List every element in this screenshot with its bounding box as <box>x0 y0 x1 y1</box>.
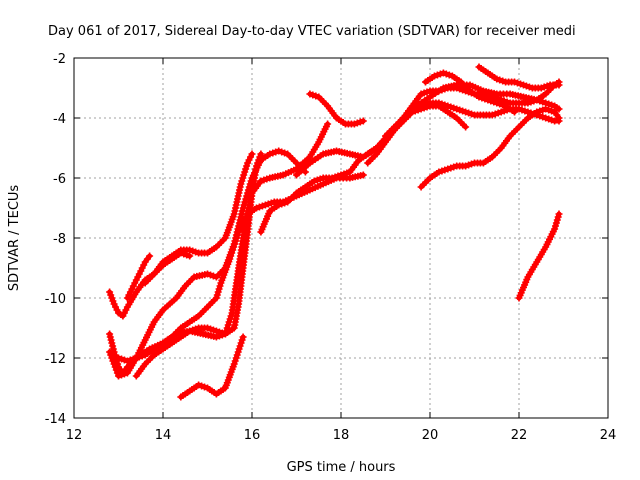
series-markers-track-9 <box>306 90 367 128</box>
series-markers-track-12 <box>417 105 563 191</box>
chart-title: Day 061 of 2017, Sidereal Day-to-day VTE… <box>48 24 576 39</box>
x-tick-label: 16 <box>244 428 261 443</box>
x-tick-label: 14 <box>155 428 172 443</box>
x-tick-label: 24 <box>600 428 617 443</box>
x-tick-label: 12 <box>66 428 83 443</box>
axis-ticks <box>73 57 609 419</box>
y-tick-label: -10 <box>45 292 66 307</box>
series-markers-track-1 <box>106 120 332 377</box>
y-tick-label: -4 <box>53 112 66 127</box>
series-markers-track-8 <box>293 81 563 179</box>
markers-group <box>106 63 563 401</box>
series-markers-track-13 <box>422 69 518 116</box>
series-markers-track-16 <box>141 249 194 287</box>
series-markers-track-6 <box>177 333 247 401</box>
y-axis-label: SDTVAR / TECUs <box>7 185 22 292</box>
series-line-track-3 <box>107 148 308 379</box>
series-markers-track-14 <box>475 63 563 92</box>
y-tick-label: -6 <box>53 172 66 187</box>
series-markers-track-5 <box>132 150 265 380</box>
x-tick-labels: 12 14 16 18 20 22 24 <box>66 428 617 443</box>
y-tick-label: -8 <box>53 232 66 247</box>
x-tick-label: 22 <box>511 428 528 443</box>
series-markers-track-17 <box>123 252 154 302</box>
x-tick-label: 18 <box>333 428 350 443</box>
series-line-track-12 <box>418 106 562 190</box>
y-tick-label: -14 <box>45 412 66 427</box>
series-markers-track-15 <box>515 210 563 302</box>
y-tick-label: -2 <box>53 52 66 67</box>
y-tick-label: -12 <box>45 352 66 367</box>
x-axis-label: GPS time / hours <box>287 460 396 475</box>
x-tick-label: 20 <box>422 428 439 443</box>
y-tick-labels: -14 -12 -10 -8 -6 -4 -2 <box>45 52 66 427</box>
series-markers-track-11 <box>382 102 470 140</box>
series-markers-track-3 <box>106 147 309 380</box>
